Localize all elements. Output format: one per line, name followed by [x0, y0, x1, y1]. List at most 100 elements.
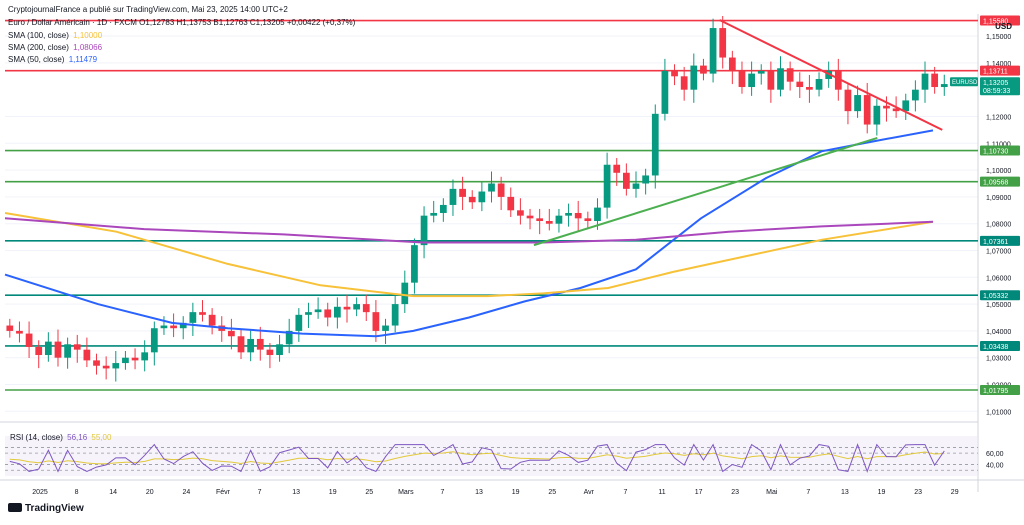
candle-body: [401, 282, 409, 305]
candle-body: [892, 108, 900, 112]
x-tick-label: 13: [841, 489, 849, 496]
candle-body: [594, 207, 601, 222]
x-tick-label: 24: [182, 489, 190, 496]
symbol-tag-label: EURUSD: [952, 80, 978, 86]
candle-body: [44, 341, 52, 356]
candle-body: [189, 312, 197, 323]
candle-body: [777, 68, 784, 90]
candle-body: [439, 204, 447, 213]
candle-body: [237, 336, 245, 353]
candle-body: [35, 346, 43, 356]
candle-body: [902, 100, 910, 112]
candle-body: [141, 352, 149, 361]
sma50-value: 1,11479: [68, 55, 98, 64]
candle-body: [333, 306, 341, 318]
candle-body: [150, 328, 158, 353]
candle-body: [873, 105, 881, 125]
x-tick-label: 23: [914, 489, 922, 496]
candle-body: [102, 365, 110, 369]
candle-body: [700, 65, 707, 74]
x-tick-label: 25: [548, 489, 556, 496]
candle-body: [709, 28, 717, 74]
candle-body: [430, 212, 438, 216]
rsi-tick-label: 40,00: [986, 463, 1004, 470]
resistance-trendline: [719, 19, 943, 131]
candle-body: [603, 164, 611, 208]
x-tick-label: Mai: [766, 489, 778, 496]
candle-body: [680, 76, 688, 90]
x-tick-label: Mars: [398, 489, 414, 496]
sma200-value: 1,08066: [73, 43, 103, 52]
y-tick-label: 1,03000: [986, 356, 1011, 363]
candle-body: [64, 344, 71, 358]
candle-body: [160, 325, 168, 329]
candle-body: [488, 183, 495, 192]
x-tick-label: 7: [258, 489, 262, 496]
candle-body: [931, 73, 939, 88]
candle-body: [728, 57, 736, 71]
candle-body: [748, 73, 755, 88]
rsi-line: [9, 443, 945, 473]
rsi-legend[interactable]: RSI (14, close) 56,16 55,00: [10, 433, 111, 442]
candle-body: [391, 304, 399, 326]
candle-body: [497, 183, 505, 197]
x-tick-label: 7: [806, 489, 810, 496]
x-tick-label: 2025: [32, 489, 48, 496]
candle-body: [314, 309, 322, 313]
candle-body: [834, 70, 842, 90]
sma100-legend[interactable]: SMA (100, close) 1,10000: [8, 31, 102, 40]
candle-body: [411, 245, 418, 283]
candle-body: [863, 95, 871, 125]
candle-body: [6, 325, 14, 331]
x-tick-label: 11: [658, 489, 665, 496]
x-tick-label: 20: [146, 489, 154, 496]
candle-body: [93, 360, 100, 366]
candle-body: [757, 70, 765, 74]
candle-body: [382, 325, 389, 331]
y-tick-label: 1,04000: [986, 329, 1011, 336]
candle-body: [613, 164, 621, 173]
candle-body: [247, 338, 255, 353]
price-tag-label: 1,05332: [983, 293, 1008, 300]
price-tag-label: 1,01795: [983, 388, 1008, 395]
currency-label: USD: [995, 22, 1012, 31]
tradingview-logo[interactable]: TradingView: [8, 503, 84, 514]
candle-body: [276, 344, 283, 356]
candle-body: [883, 105, 890, 109]
candle-body: [343, 306, 351, 310]
price-tag: [980, 290, 1020, 301]
y-tick-label: 1,15000: [986, 34, 1011, 41]
rsi-label: RSI (14, close): [10, 433, 63, 442]
candle-body: [622, 172, 630, 189]
candle-body: [912, 89, 919, 101]
candle-body: [305, 312, 312, 315]
candle-body: [353, 304, 361, 310]
price-tag: [980, 145, 1020, 156]
candle-body: [786, 68, 794, 82]
symbol-line[interactable]: Euro / Dollar Américain · 1D · FXCM O1,1…: [8, 18, 355, 27]
sma100-value: 1,10000: [73, 31, 103, 40]
candle-body: [555, 215, 563, 224]
candle-body: [526, 215, 534, 219]
candle-body: [921, 73, 929, 90]
x-tick-label: 25: [365, 489, 373, 496]
sma50-legend[interactable]: SMA (50, close) 1,11479: [8, 55, 97, 64]
candle-body: [25, 333, 33, 347]
x-tick-label: Avr: [584, 489, 595, 496]
y-tick-label: 1,14000: [986, 61, 1011, 68]
sma50-label: SMA (50, close): [8, 55, 65, 64]
x-tick-label: 29: [951, 489, 959, 496]
candle-body: [642, 175, 650, 184]
candle-body: [16, 330, 23, 334]
y-tick-label: 1,11000: [986, 141, 1011, 148]
candle-body: [372, 312, 380, 331]
sma200-legend[interactable]: SMA (200, close) 1,08066: [8, 43, 102, 52]
candle-body: [179, 322, 187, 329]
attribution-text: CryptojournalFrance a publié sur Trading…: [8, 5, 288, 14]
candle-body: [844, 89, 852, 112]
candle-body: [295, 314, 303, 331]
price-tag-label: 1,13711: [983, 69, 1008, 76]
x-tick-label: 19: [878, 489, 886, 496]
